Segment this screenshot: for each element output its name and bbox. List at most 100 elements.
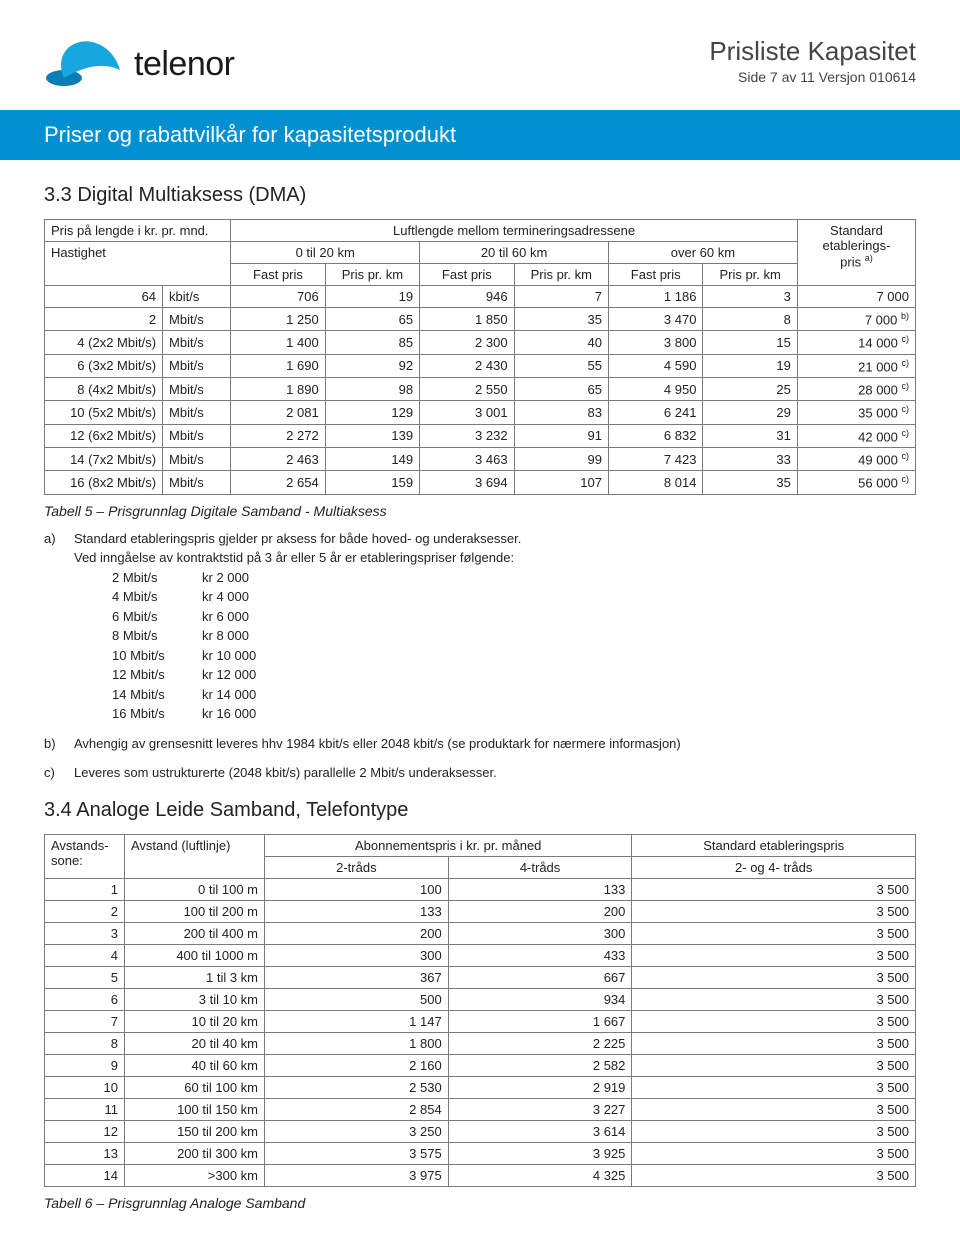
cell-std: 35 000 c) xyxy=(797,401,915,424)
note-tag-b: b) xyxy=(44,734,64,754)
cell-zone: 12 xyxy=(45,1120,125,1142)
th-pris-a: pris xyxy=(840,254,865,269)
cell-2trads: 1 800 xyxy=(265,1032,449,1054)
cell-value: 3 xyxy=(703,286,797,308)
cell-unit: Mbit/s xyxy=(163,447,231,470)
cell-value: 7 xyxy=(514,286,608,308)
note-a-line2: Ved inngåelse av kontraktstid på 3 år el… xyxy=(74,548,521,568)
cell-value: 946 xyxy=(420,286,514,308)
kr-speed: 12 Mbit/s xyxy=(112,665,202,685)
kr-speed: 10 Mbit/s xyxy=(112,646,202,666)
cell-unit: Mbit/s xyxy=(163,424,231,447)
note-b-body: Avhengig av grensesnitt leveres hhv 1984… xyxy=(74,734,681,754)
brand-name: telenor xyxy=(134,45,234,84)
table-row: 10 (5x2 Mbit/s)Mbit/s2 0811293 001836 24… xyxy=(45,401,916,424)
page-banner: Priser og rabattvilkår for kapasitetspro… xyxy=(0,110,960,160)
th-prkm-2: Pris pr. km xyxy=(703,264,797,286)
cell-2trads: 3 250 xyxy=(265,1120,449,1142)
cell-24trads: 3 500 xyxy=(632,1010,916,1032)
cell-value: 129 xyxy=(325,401,419,424)
th-fast-0: Fast pris xyxy=(231,264,325,286)
cell-2trads: 200 xyxy=(265,922,449,944)
cell-value: 3 694 xyxy=(420,471,514,494)
propeller-icon xyxy=(44,36,126,92)
cell-24trads: 3 500 xyxy=(632,878,916,900)
cell-value: 92 xyxy=(325,354,419,377)
th-std2: Standard etableringspris xyxy=(632,834,916,856)
table-row: 10 til 100 m1001333 500 xyxy=(45,878,916,900)
cell-value: 99 xyxy=(514,447,608,470)
cell-value: 2 430 xyxy=(420,354,514,377)
kr-speed: 4 Mbit/s xyxy=(112,587,202,607)
cell-speed-label: 2 xyxy=(45,308,163,331)
cell-value: 159 xyxy=(325,471,419,494)
table-row: 14 (7x2 Mbit/s)Mbit/s2 4631493 463997 42… xyxy=(45,447,916,470)
th-std-etab: Standard etablerings- pris a) xyxy=(797,220,915,286)
cell-std: 42 000 c) xyxy=(797,424,915,447)
cell-zone: 4 xyxy=(45,944,125,966)
kr-price: kr 6 000 xyxy=(202,607,249,627)
cell-value: 1 690 xyxy=(231,354,325,377)
cell-zone: 5 xyxy=(45,966,125,988)
cell-4trads: 1 667 xyxy=(448,1010,632,1032)
cell-value: 3 001 xyxy=(420,401,514,424)
cell-dist: 100 til 150 km xyxy=(125,1098,265,1120)
cell-value: 2 463 xyxy=(231,447,325,470)
cell-value: 2 550 xyxy=(420,377,514,400)
cell-2trads: 3 975 xyxy=(265,1164,449,1186)
table-6-caption: Tabell 6 – Prisgrunnlag Analoge Samband xyxy=(44,1195,916,1211)
cell-unit: Mbit/s xyxy=(163,331,231,354)
cell-4trads: 667 xyxy=(448,966,632,988)
cell-24trads: 3 500 xyxy=(632,988,916,1010)
th-std-etab-text: Standard etablerings- xyxy=(822,223,890,253)
table-dma: Pris på lengde i kr. pr. mnd. Luftlengde… xyxy=(44,219,916,495)
table-row: 51 til 3 km3676673 500 xyxy=(45,966,916,988)
th-dist: Avstand (luftlinje) xyxy=(125,834,265,878)
cell-std: 14 000 c) xyxy=(797,331,915,354)
note-a-line1: Standard etableringspris gjelder pr akse… xyxy=(74,529,521,549)
table-row: 4400 til 1000 m3004333 500 xyxy=(45,944,916,966)
cell-dist: 150 til 200 km xyxy=(125,1120,265,1142)
table-row: 940 til 60 km2 1602 5823 500 xyxy=(45,1054,916,1076)
cell-value: 65 xyxy=(325,308,419,331)
cell-zone: 6 xyxy=(45,988,125,1010)
cell-2trads: 2 854 xyxy=(265,1098,449,1120)
th-zone: Avstands-sone: xyxy=(45,834,125,878)
cell-value: 65 xyxy=(514,377,608,400)
cell-zone: 3 xyxy=(45,922,125,944)
cell-value: 3 470 xyxy=(609,308,703,331)
table-5-caption: Tabell 5 – Prisgrunnlag Digitale Samband… xyxy=(44,503,916,519)
th-2trads: 2-tråds xyxy=(265,856,449,878)
cell-speed-label: 64 xyxy=(45,286,163,308)
cell-unit: Mbit/s xyxy=(163,401,231,424)
cell-24trads: 3 500 xyxy=(632,1098,916,1120)
cell-dist: 100 til 200 m xyxy=(125,900,265,922)
cell-24trads: 3 500 xyxy=(632,1142,916,1164)
kr-speed: 16 Mbit/s xyxy=(112,704,202,724)
cell-zone: 14 xyxy=(45,1164,125,1186)
cell-value: 35 xyxy=(514,308,608,331)
cell-value: 1 400 xyxy=(231,331,325,354)
table-row: 16 (8x2 Mbit/s)Mbit/s2 6541593 6941078 0… xyxy=(45,471,916,494)
cell-zone: 13 xyxy=(45,1142,125,1164)
doc-title: Prisliste Kapasitet xyxy=(709,36,916,67)
cell-value: 3 800 xyxy=(609,331,703,354)
th-4trads: 4-tråds xyxy=(448,856,632,878)
cell-24trads: 3 500 xyxy=(632,900,916,922)
table-row: 8 (4x2 Mbit/s)Mbit/s1 890982 550654 9502… xyxy=(45,377,916,400)
table-row: 710 til 20 km1 1471 6673 500 xyxy=(45,1010,916,1032)
cell-value: 7 423 xyxy=(609,447,703,470)
doc-subtitle: Side 7 av 11 Versjon 010614 xyxy=(709,69,916,85)
cell-value: 85 xyxy=(325,331,419,354)
kr-price: kr 14 000 xyxy=(202,685,256,705)
cell-value: 29 xyxy=(703,401,797,424)
th-fast-2: Fast pris xyxy=(609,264,703,286)
table-row: 14>300 km3 9754 3253 500 xyxy=(45,1164,916,1186)
cell-unit: kbit/s xyxy=(163,286,231,308)
table-row: 64kbit/s7061994671 18637 000 xyxy=(45,286,916,308)
cell-value: 6 832 xyxy=(609,424,703,447)
note-a-body: Standard etableringspris gjelder pr akse… xyxy=(74,529,521,724)
cell-4trads: 2 582 xyxy=(448,1054,632,1076)
cell-dist: 20 til 40 km xyxy=(125,1032,265,1054)
cell-4trads: 3 227 xyxy=(448,1098,632,1120)
